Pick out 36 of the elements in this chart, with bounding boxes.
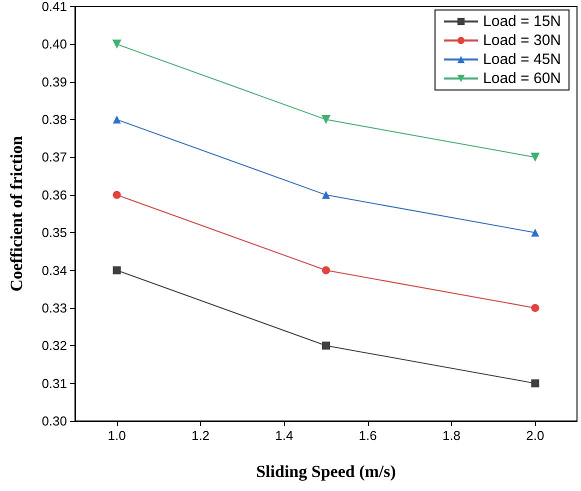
point — [531, 304, 540, 312]
x-tick-label: 2.0 — [526, 428, 544, 443]
y-tick-label: 0.34 — [42, 262, 67, 278]
legend-label: Load = 60N — [483, 70, 562, 87]
y-tick-label: 0.38 — [42, 112, 67, 128]
point — [112, 266, 121, 274]
y-tick-label: 0.37 — [42, 150, 67, 165]
y-tick-label: 0.36 — [42, 187, 67, 202]
point — [112, 116, 121, 124]
point — [322, 266, 330, 274]
point — [322, 190, 330, 199]
y-tick-label: 0.32 — [42, 338, 67, 354]
y-tick-label: 0.41 — [42, 0, 67, 14]
y-tick-label: 0.39 — [42, 74, 67, 90]
y-tick-label: 0.35 — [42, 225, 67, 240]
y-axis-title: Coefficient of friction — [7, 135, 26, 292]
x-tick-label: 1.0 — [108, 428, 126, 443]
x-tick-label: 1.4 — [275, 428, 294, 443]
legend-label: Load = 30N — [483, 32, 562, 49]
point — [322, 342, 330, 350]
x-tick-label: 1.6 — [358, 428, 377, 443]
y-tick-label: 0.30 — [42, 414, 67, 428]
point — [112, 190, 121, 199]
x-tick-label: 1.2 — [191, 428, 210, 443]
legend-label: Load = 45N — [483, 51, 562, 68]
y-tick-label: 0.33 — [42, 300, 67, 316]
point — [531, 228, 540, 237]
y-tick-label: 0.31 — [42, 376, 67, 391]
point — [322, 115, 330, 124]
x-axis-title: Sliding Speed (m/s) — [256, 462, 396, 481]
point — [530, 152, 540, 162]
y-tick-label: 0.40 — [42, 36, 67, 52]
legend-label: Load = 15N — [483, 13, 562, 30]
x-tick-label: 1.8 — [442, 428, 461, 443]
point — [112, 40, 122, 49]
point — [531, 379, 540, 388]
